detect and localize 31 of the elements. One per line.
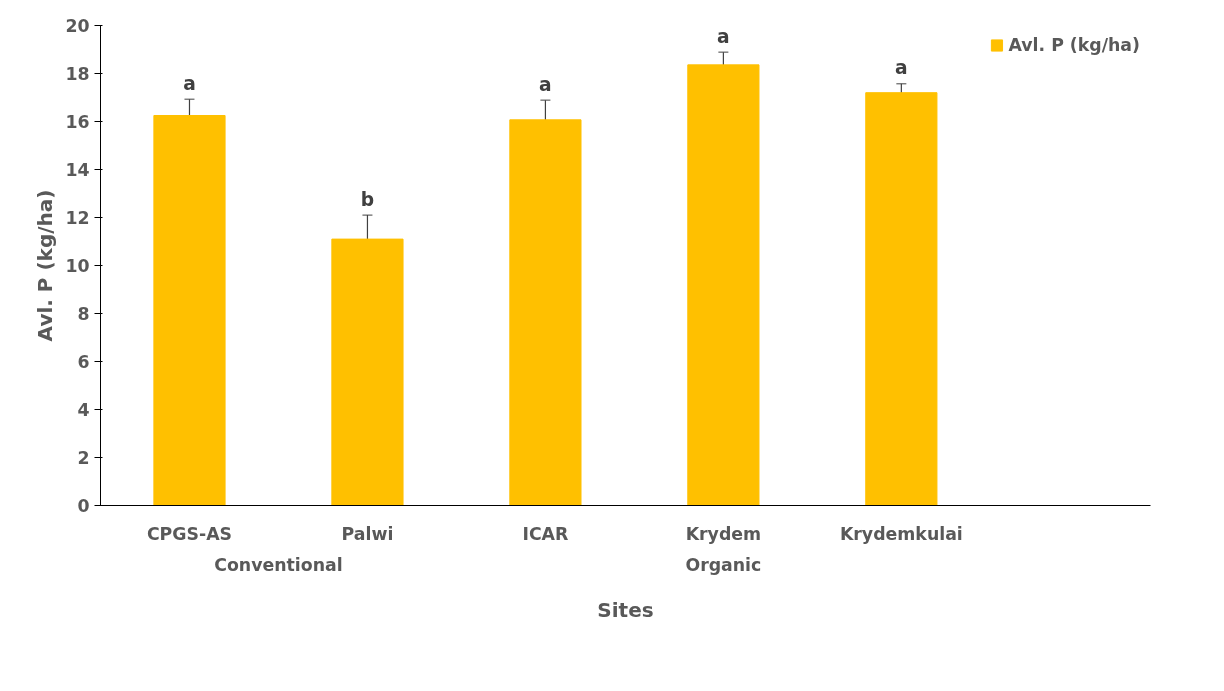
y-tick-label: 0 xyxy=(77,496,90,516)
x-axis-title: Sites xyxy=(597,597,654,622)
bar xyxy=(153,115,226,506)
text: Conventional xyxy=(214,554,343,575)
y-tick-label: 12 xyxy=(65,208,90,228)
y-tick-label: 6 xyxy=(77,352,90,372)
y-tick-label: 18 xyxy=(65,64,90,84)
annotation: a xyxy=(539,73,552,95)
x-tick-label: Krydem xyxy=(685,523,762,544)
y-tick-label: 20 xyxy=(65,16,90,36)
x-tick-label: Krydemkulai xyxy=(839,523,963,544)
legend-label: Avl. P (kg/ha) xyxy=(1008,35,1140,55)
annotation: a xyxy=(183,72,196,94)
x-tick-label: CPGS-AS xyxy=(146,523,233,544)
y-tick-label: 16 xyxy=(65,112,90,132)
bar xyxy=(865,92,938,506)
bar xyxy=(687,64,760,506)
x-tick-label: Palwi xyxy=(341,523,394,544)
y-tick-label: 10 xyxy=(65,256,90,276)
annotation: a xyxy=(895,57,908,79)
y-tick-label: 2 xyxy=(77,448,90,468)
annotation: a xyxy=(717,25,730,47)
y-axis-title: Avl. P (kg/ha) xyxy=(33,189,58,342)
bar xyxy=(509,119,582,506)
annotation: b xyxy=(360,188,375,210)
y-tick-label: 8 xyxy=(77,304,90,324)
bar xyxy=(331,238,404,506)
y-tick-label: 4 xyxy=(77,400,90,420)
x-tick-label: ICAR xyxy=(522,523,569,544)
y-tick-label: 14 xyxy=(65,160,90,180)
text: Organic xyxy=(685,554,762,575)
